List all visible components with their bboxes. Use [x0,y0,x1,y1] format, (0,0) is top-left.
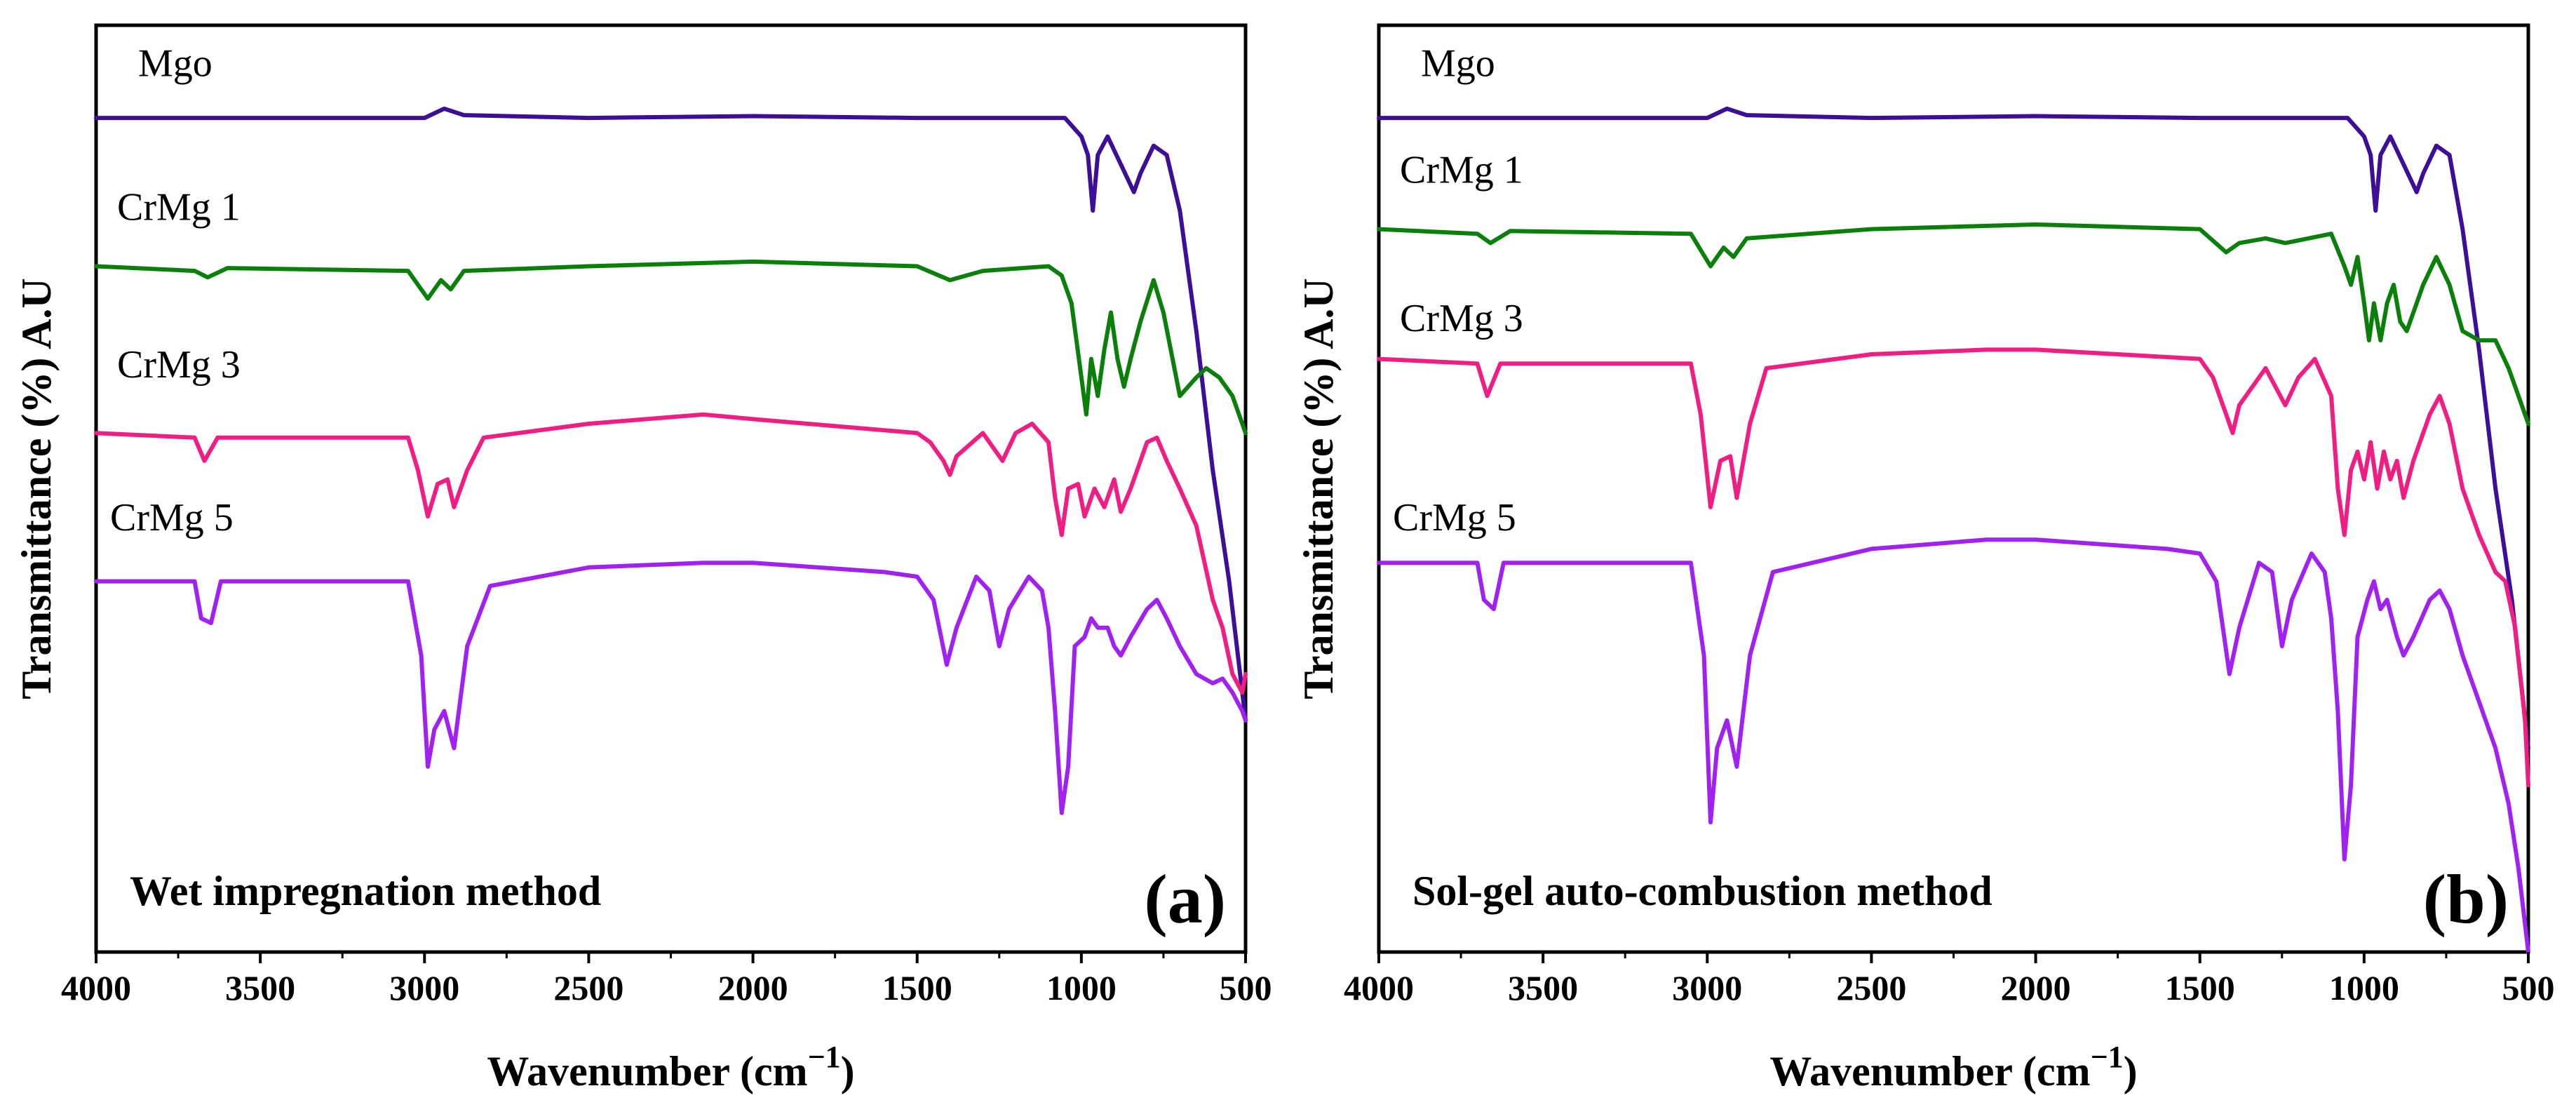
x-tick-label: 3000 [1672,968,1742,1007]
x-axis-title-sup: −1 [2091,1040,2124,1074]
series-label: CrMg 3 [117,343,241,387]
plot-frame [1377,23,2530,954]
series-label: CrMg 1 [117,185,241,229]
method-label: Sol-gel auto-combustion method [1412,868,1992,914]
series-line-crmg-3 [94,412,1248,695]
series-line-mgo [94,106,1248,723]
x-tick-label: 4000 [1344,968,1414,1007]
x-axis-title-main: Wavenumber (cm [487,1048,807,1094]
x-tick-label: 3500 [225,968,295,1007]
series-line-crmg-5 [94,561,1248,815]
x-axis-title: Wavenumber (cm−1) [487,1040,854,1094]
series-line-crmg-1 [94,259,1248,436]
x-axis-title: Wavenumber (cm−1) [1769,1040,2137,1094]
x-tick-label: 1000 [2329,968,2399,1007]
method-label: Wet impregnation method [130,868,601,914]
panel-a: Mgo CrMg 1 CrMg 3 CrMg 5 4000 3500 3000 2500 200… [13,23,1272,1094]
series-label: Mgo [138,42,213,86]
y-axis-title: Transmittance (%) A.U [1295,278,1342,699]
x-tick-label: 500 [1220,968,1272,1007]
x-axis-title-sup: −1 [808,1040,841,1074]
x-axis-title-main: Wavenumber (cm [1769,1048,2090,1094]
panel-tag-a: (a) [1144,860,1226,938]
x-tick-label: 1500 [2165,968,2235,1007]
x-tick-label: 1500 [882,968,952,1007]
x-tick-label: 1000 [1046,968,1117,1007]
series-line-crmg-1 [1377,222,2530,426]
series-label: CrMg 5 [110,496,234,540]
series-label: CrMg 1 [1400,149,1523,192]
series-line-mgo [1377,106,2530,751]
y-axis-title: Transmittance (%) A.U [13,278,60,699]
x-tick-label: 2000 [718,968,788,1007]
x-axis-title-close: ) [841,1048,855,1094]
panel-tag-b: (b) [2423,860,2509,938]
x-tick-label: 4000 [61,968,131,1007]
panel-b: Mgo CrMg 1 CrMg 3 CrMg 5 4000 3500 3000 2500 200… [1295,23,2555,1094]
series-line-crmg-3 [1377,347,2530,788]
x-tick-label: 500 [2502,968,2555,1007]
x-tick-label: 3500 [1508,968,1578,1007]
x-axis-title-close: ) [2124,1048,2138,1094]
x-tick-label: 2500 [1836,968,1906,1007]
x-tick-label: 2000 [2001,968,2071,1007]
x-tick-label: 2500 [553,968,623,1007]
series-label: CrMg 5 [1393,496,1516,540]
series-label: Mgo [1421,42,1495,86]
series-label: CrMg 3 [1400,297,1523,340]
x-tick-label: 3000 [389,968,459,1007]
series-line-crmg-5 [1377,537,2530,954]
